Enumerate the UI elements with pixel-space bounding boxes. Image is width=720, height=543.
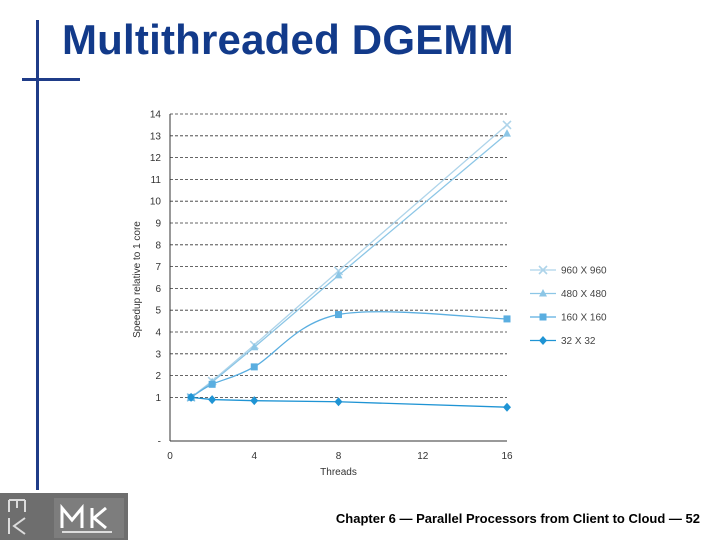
data-point-s1-4 [503, 129, 511, 137]
legend-label-3: 32 X 32 [561, 336, 596, 347]
slide-footer: Chapter 6 — Parallel Processors from Cli… [335, 511, 700, 526]
data-point-s3-0 [187, 392, 196, 402]
y-tick-label-13: 13 [150, 131, 162, 142]
legend-marker-3 [539, 336, 547, 345]
data-point-s2-4 [503, 315, 511, 323]
y-tick-label-8: 8 [155, 240, 161, 251]
y-tick-label-2: 2 [155, 371, 161, 382]
data-point-s3-3 [334, 397, 343, 407]
y-tick-label-9: 9 [155, 219, 161, 230]
y-tick-label-5: 5 [155, 306, 161, 317]
data-point-s2-3 [335, 311, 342, 319]
mk-publisher-logo [54, 498, 124, 538]
y-axis-label: Speedup relative to 1 core [132, 221, 143, 338]
y-tick-label-4: 4 [155, 328, 161, 339]
y-tick-label-10: 10 [150, 197, 162, 208]
data-point-s2-1 [208, 380, 216, 388]
slide-title: Multithreaded DGEMM [62, 16, 514, 63]
legend-marker-2 [539, 313, 547, 321]
data-point-s3-2 [250, 396, 259, 406]
mk-publisher-logo-icon [60, 503, 112, 533]
legend-label-0: 960 X 960 [561, 266, 607, 277]
legend-label-2: 160 X 160 [561, 313, 607, 324]
legend-label-1: 480 X 480 [561, 289, 607, 300]
x-tick-label-16: 16 [501, 451, 513, 462]
accent-line-horizontal [22, 78, 80, 81]
x-axis-label: Threads [320, 467, 357, 478]
y-tick-label-3: 3 [155, 349, 161, 360]
y-tick-label-11: 11 [151, 175, 162, 186]
series-line-3 [190, 396, 508, 408]
data-point-s0-4 [502, 120, 512, 130]
x-tick-label-4: 4 [251, 451, 257, 462]
data-point-s2-2 [250, 363, 258, 371]
data-point-s1-2 [250, 342, 259, 351]
series-line-2 [190, 311, 508, 398]
mk-publisher-logo-side-icon [8, 499, 26, 535]
legend-marker-0 [538, 265, 548, 275]
y-tick-label-12: 12 [150, 153, 162, 164]
data-point-s3-4 [503, 402, 511, 412]
data-point-s3-1 [208, 395, 217, 405]
series-line-0 [190, 124, 508, 398]
legend-marker-1 [539, 289, 547, 297]
x-tick-label-8: 8 [336, 451, 342, 462]
y-tick-label-1: 1 [155, 393, 161, 404]
data-point-s1-3 [334, 270, 343, 279]
accent-line-vertical [36, 20, 39, 490]
y-tick-label-14: 14 [150, 110, 162, 121]
x-tick-label-0: 0 [167, 451, 173, 462]
x-tick-label-12: 12 [417, 451, 429, 462]
y-tick-label-7: 7 [155, 262, 161, 273]
y-tick-label-6: 6 [155, 284, 161, 295]
y-tick-label--1: - [158, 437, 161, 448]
